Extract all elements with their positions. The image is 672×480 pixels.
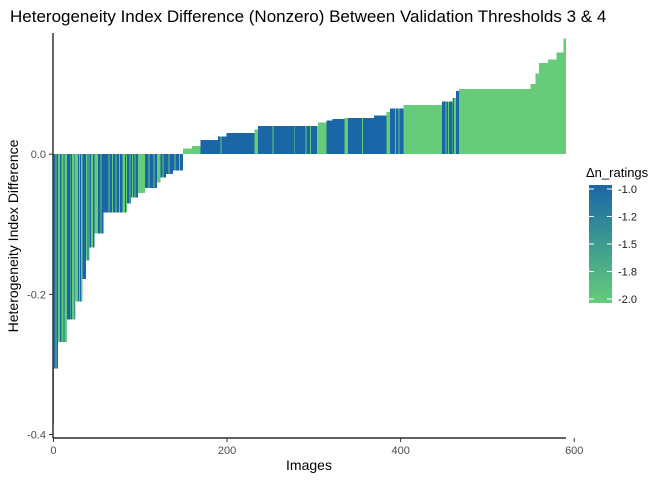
bar-segment-24	[191, 145, 201, 155]
bar-stripe-28	[305, 126, 307, 155]
bar-segment-44	[530, 84, 536, 155]
bar-segment-26	[217, 136, 227, 155]
y-axis-title: Heterogeneity Index Difference	[5, 139, 21, 332]
bar-segment-28	[254, 129, 258, 155]
legend: Δn_ratings -1.0 -1.2 -1.5 -1.8 -2.0	[586, 165, 649, 306]
bar-segment-9	[85, 154, 90, 261]
bar-stripe-13	[118, 154, 120, 213]
bar-segment-3	[59, 154, 62, 343]
bar-segment-34	[344, 117, 349, 155]
bar-stripe-17	[134, 154, 136, 198]
bar-stripe-19	[153, 154, 155, 188]
bar-segment-45	[535, 73, 540, 155]
y-axis-ticks: -0.4 -0.2 0.0	[27, 149, 53, 441]
legend-title: Δn_ratings	[586, 165, 649, 180]
legend-tick-label: -1.5	[618, 239, 637, 251]
legend-tick-label: -2.0	[618, 294, 637, 306]
bar-stripe-21	[162, 154, 164, 178]
bar-segment-25	[200, 140, 218, 155]
y-tick-label: -0.2	[27, 289, 46, 301]
x-tick-label: 400	[391, 445, 409, 457]
bar-stripe-24	[178, 154, 180, 171]
bar-stripe-9	[100, 154, 102, 234]
bar-stripe-22	[168, 154, 170, 174]
bar-segment-49	[563, 38, 566, 155]
x-tick-label: 600	[565, 445, 583, 457]
bar-stripe-30	[362, 117, 363, 155]
bar-stripe-6	[87, 154, 89, 261]
bar-segment-38	[389, 108, 404, 155]
legend-ticks: -1.0 -1.2 -1.5 -1.8 -2.0	[589, 184, 637, 306]
bar-segment-40	[441, 101, 453, 155]
bar-segment-47	[547, 59, 557, 155]
x-tick-label: 200	[218, 445, 236, 457]
bar-stripe-34	[447, 101, 449, 155]
bar-stripe-14	[125, 154, 126, 213]
bar-segment-17	[138, 154, 146, 193]
bar-stripe-33	[445, 101, 447, 155]
bar-stripe-3	[73, 154, 75, 320]
bar-stripe-20	[157, 154, 159, 183]
bar-segment-35	[348, 117, 375, 155]
bar-stripe-8	[92, 154, 93, 248]
x-tick-label: 0	[50, 445, 56, 457]
bar-segment-43	[459, 89, 531, 155]
x-axis-title: Images	[286, 457, 332, 473]
bar-stripe-0	[55, 154, 57, 369]
bar-segment-37	[386, 112, 390, 155]
bar-segment-30	[265, 126, 318, 155]
bar-stripe-27	[294, 126, 296, 155]
bar-stripe-26	[272, 126, 274, 155]
bar-segment-31	[317, 122, 327, 155]
bar-stripe-23	[174, 154, 176, 171]
legend-tick-label: -1.0	[618, 184, 637, 196]
bar-segment-15	[126, 154, 132, 204]
y-tick-label: 0.0	[31, 149, 46, 161]
bar-stripe-12	[115, 154, 117, 213]
bar-segment-32	[326, 120, 333, 155]
bar-segment-42	[455, 91, 460, 155]
bar-stripe-31	[395, 108, 396, 155]
legend-tick-label: -1.2	[618, 212, 637, 224]
y-tick-label: -0.4	[27, 429, 46, 441]
bar-series	[53, 38, 566, 424]
bar-segment-19	[157, 154, 161, 183]
bar-segment-33	[332, 119, 345, 155]
bar-stripe-4	[78, 154, 80, 302]
bar-stripe-32	[398, 108, 400, 155]
bar-segment-6	[70, 154, 76, 320]
bar-stripe-18	[148, 154, 150, 188]
bar-segment-18	[145, 154, 158, 188]
bar-stripe-5	[79, 154, 81, 302]
bar-stripe-15	[129, 154, 131, 204]
legend-colorbar	[589, 185, 612, 303]
bar-segment-22	[172, 154, 184, 171]
bar-stripe-35	[453, 98, 455, 155]
bar-segment-29	[257, 126, 266, 155]
bar-stripe-16	[131, 154, 133, 198]
bar-segment-36	[374, 115, 387, 155]
bar-stripe-1	[63, 154, 65, 343]
bar-segment-27	[226, 133, 255, 155]
bar-stripe-11	[112, 154, 113, 213]
legend-tick-label: -1.8	[618, 267, 637, 279]
bar-segment-48	[556, 52, 564, 155]
x-axis-ticks: 0 200 400 600	[50, 438, 583, 457]
bar-stripe-25	[220, 136, 222, 155]
bar-segment-23	[183, 148, 192, 155]
bar-stripe-29	[309, 126, 311, 155]
bar-segment-11	[94, 154, 99, 234]
chart-title: Heterogeneity Index Difference (Nonzero)…	[10, 7, 606, 26]
bar-segment-39	[403, 105, 442, 155]
bar-stripe-10	[108, 154, 110, 213]
bar-stripe-2	[71, 154, 73, 320]
bar-segment-8	[82, 154, 86, 279]
bar-segment-2	[58, 154, 60, 343]
bar-segment-46	[539, 63, 548, 155]
bar-segment-5	[66, 154, 71, 320]
bar-segment-14	[122, 154, 127, 213]
bar-stripe-7	[91, 154, 93, 248]
